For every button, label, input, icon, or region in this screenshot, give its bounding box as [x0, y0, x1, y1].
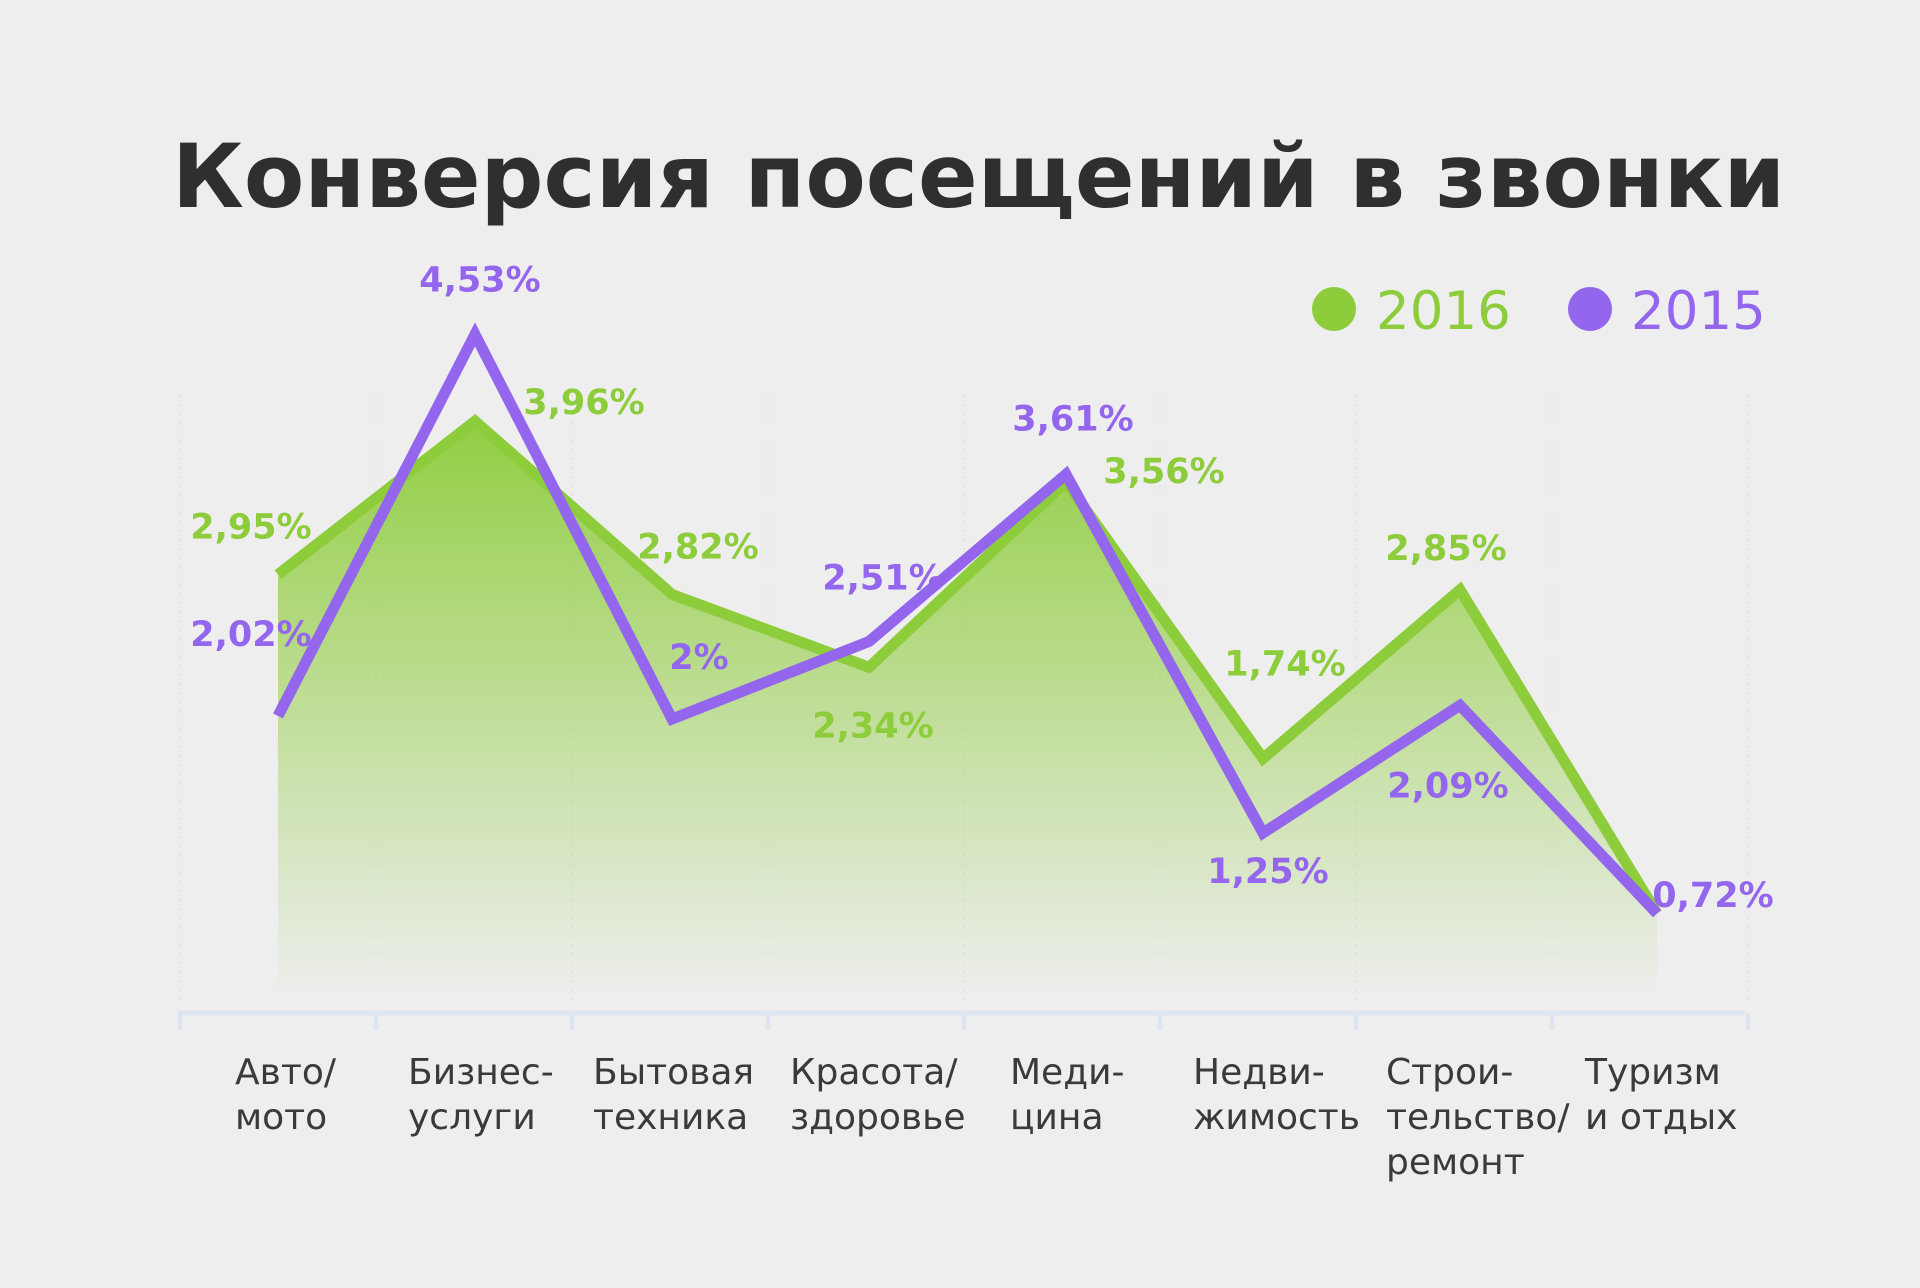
- x-tick-label-3: Красота/здоровье: [790, 1052, 966, 1138]
- data-label-2015-2: 2%: [669, 638, 728, 678]
- x-tick-label-1: Бизнес-услуги: [408, 1052, 554, 1138]
- data-label-2015-0: 2,02%: [190, 615, 311, 655]
- chart-title: Конверсия посещений в звонки: [172, 125, 1785, 228]
- data-label-2015-1: 4,53%: [419, 260, 540, 300]
- data-label-2016-4: 3,56%: [1103, 452, 1224, 492]
- x-tick-label-7: Туризм и отдых: [1584, 1052, 1737, 1138]
- legend-marker-2016: [1312, 287, 1356, 331]
- series-line-2016: [274, 413, 1662, 917]
- data-label-2015-3: 2,51%: [822, 558, 943, 598]
- x-tick-label-5: Недви-жимость: [1193, 1052, 1360, 1138]
- line-layer: [273, 322, 1662, 918]
- x-axis: Авто/мото Бизнес-услуги Бытовая техника Крас…: [178, 1010, 1750, 1183]
- data-label-layer: 2,95% 3,96% 2,82% 2,34% 3,56% 1,74% 2,85% 2,02%…: [190, 260, 1773, 916]
- data-label-2016-3: 2,34%: [812, 706, 933, 746]
- data-label-2015-5: 1,25%: [1207, 852, 1328, 892]
- data-label-2015-6: 2,09%: [1387, 766, 1508, 806]
- data-label-2016-0: 2,95%: [190, 508, 311, 548]
- legend-label-2015: 2015: [1631, 281, 1766, 342]
- area-layer: [278, 421, 1657, 1001]
- data-label-2015-7: 0,72%: [1652, 876, 1773, 916]
- x-tick-label-2: Бытовая техника: [593, 1052, 754, 1138]
- data-label-2016-1: 3,96%: [523, 383, 644, 423]
- area-2016: [278, 421, 1657, 1001]
- data-label-2016-6: 2,85%: [1385, 529, 1506, 569]
- data-label-2016-5: 1,74%: [1224, 645, 1345, 685]
- data-label-2015-4: 3,61%: [1012, 399, 1133, 439]
- legend-label-2016: 2016: [1376, 281, 1511, 342]
- series-line-2015: [273, 322, 1661, 918]
- x-tick-label-0: Авто/мото: [235, 1052, 337, 1138]
- legend-marker-2015: [1568, 287, 1612, 331]
- legend: 2016 2015: [1312, 281, 1766, 342]
- data-label-2016-2: 2,82%: [637, 527, 758, 567]
- x-tick-label-6: Строи-тельство/ремонт: [1386, 1052, 1570, 1183]
- x-tick-label-4: Меди-цина: [1010, 1052, 1125, 1138]
